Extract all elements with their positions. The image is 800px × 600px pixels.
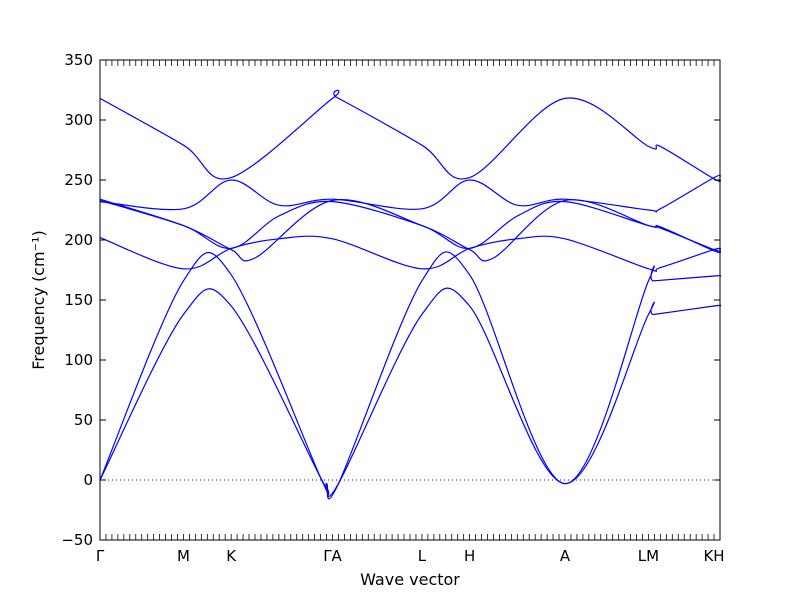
x-tick-label: KH	[703, 547, 724, 565]
x-tick-label: ΓA	[323, 547, 342, 565]
series-group	[99, 89, 722, 500]
phonon-branch-7	[99, 89, 721, 182]
x-tick-label: H	[464, 547, 475, 565]
x-axis-ticks: Γ M K ΓA L H A LM KH	[96, 60, 725, 565]
plot-area	[100, 60, 720, 540]
x-tick-label: L	[418, 547, 427, 565]
y-tick-label: −50	[61, 531, 93, 549]
y-axis-ticks: −50 0 50 100 150 200 250 300 350	[61, 51, 720, 549]
x-tick-label: Γ	[96, 547, 105, 565]
y-tick-label: 100	[64, 351, 93, 369]
phonon-branch-1	[99, 287, 722, 497]
x-tick-label: LM	[638, 547, 659, 565]
y-tick-label: 250	[64, 171, 93, 189]
x-tick-label: M	[177, 547, 190, 565]
y-tick-label: 300	[64, 111, 93, 129]
y-axis-label: Frequency (cm⁻¹)	[29, 230, 48, 369]
x-axis-label: Wave vector	[360, 570, 460, 589]
phonon-branch-6	[99, 174, 721, 213]
phonon-branch-5	[99, 199, 721, 254]
x-tick-label: A	[560, 547, 571, 565]
x-tick-label: K	[226, 547, 237, 565]
y-tick-label: 50	[74, 411, 93, 429]
y-tick-label: 0	[83, 471, 93, 489]
phonon-branch-2	[99, 251, 722, 500]
y-tick-label: 200	[64, 231, 93, 249]
plot-frame	[99, 59, 721, 541]
y-tick-label: 150	[64, 291, 93, 309]
y-tick-label: 350	[64, 51, 93, 69]
